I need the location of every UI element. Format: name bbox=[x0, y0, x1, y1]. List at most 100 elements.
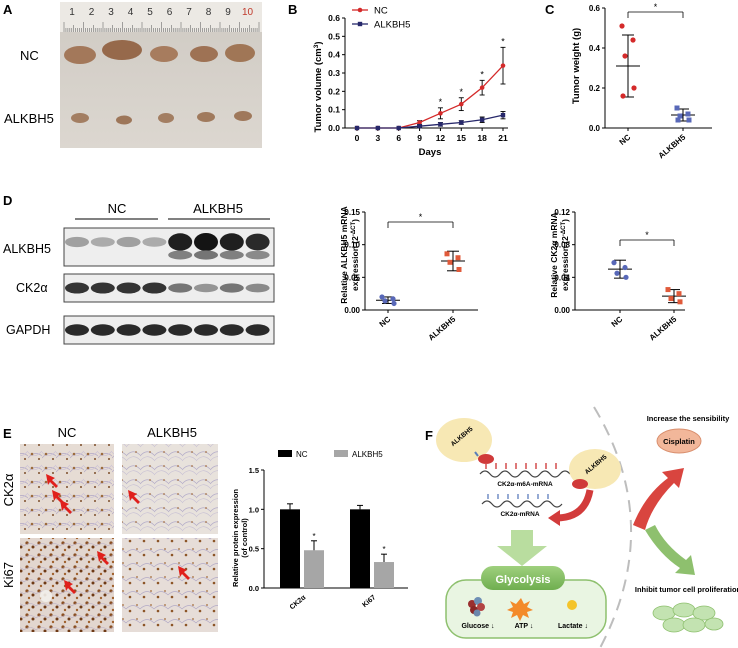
tumor-cell-cluster bbox=[652, 602, 724, 633]
m6a-ticks bbox=[485, 463, 557, 469]
data-point bbox=[622, 264, 628, 271]
data-point bbox=[675, 117, 681, 123]
y-tick-label: 0.3 bbox=[328, 68, 340, 78]
panel-c: C Tumor weight (g) 0.0 0.2 0.4 0.6 NC ALKBH5 * bbox=[545, 2, 712, 160]
data-point bbox=[447, 259, 453, 265]
data-point bbox=[500, 63, 506, 68]
x-tick-label: ALKBH5 bbox=[427, 314, 458, 342]
blot-group-alkbh5: ALKBH5 bbox=[193, 201, 243, 216]
ihc-alkbh5-ki67-image bbox=[122, 538, 218, 632]
blot-band bbox=[194, 233, 218, 251]
legend-swatch bbox=[278, 450, 292, 457]
inhibit-proliferation-label: Inhibit tumor cell proliferation bbox=[635, 585, 738, 594]
data-point bbox=[623, 274, 629, 280]
data-point bbox=[444, 251, 450, 257]
tumor bbox=[64, 46, 96, 64]
y-tick-label: 0.2 bbox=[328, 86, 340, 96]
data-point bbox=[677, 113, 683, 119]
protein-y-label-1: Relative protein expression bbox=[231, 489, 240, 587]
western-blot bbox=[63, 227, 275, 345]
blot-row-ck2a: CK2α bbox=[16, 281, 48, 295]
y-tick-label: 0.15 bbox=[344, 208, 360, 217]
data-point bbox=[619, 23, 625, 29]
blot-band bbox=[245, 324, 270, 336]
x-tick-label: 6 bbox=[396, 133, 401, 143]
blot-band bbox=[245, 250, 270, 260]
lactate-label: Lactate ↓ bbox=[558, 623, 588, 630]
blot-band bbox=[219, 324, 244, 336]
data-point bbox=[396, 125, 401, 131]
glycolysis-label: Glycolysis bbox=[495, 574, 550, 586]
blot-band bbox=[90, 324, 115, 336]
x-tick-label: Ki67 bbox=[361, 594, 377, 609]
y-tick-label: 0.5 bbox=[249, 545, 259, 554]
volume-x-axis-label: Days bbox=[419, 147, 442, 158]
y-tick-label: 0.4 bbox=[589, 44, 601, 53]
tumor bbox=[197, 112, 215, 122]
ruler bbox=[60, 2, 262, 32]
ihc-col-nc: NC bbox=[58, 425, 77, 440]
ck2a-mrna-chart: 0.00 0.04 0.08 0.12 NC ALKBH5 * bbox=[554, 208, 686, 342]
data-point bbox=[438, 111, 443, 116]
data-point bbox=[479, 85, 485, 90]
cisplatin-label: Cisplatin bbox=[663, 437, 695, 446]
panel-f: F ALKBH5 CK2α-m6A-mRNA ALKBH5 CK2α-mRNA … bbox=[425, 406, 738, 648]
x-tick-label: 0 bbox=[355, 133, 360, 143]
data-point bbox=[622, 53, 628, 59]
lactate-icon bbox=[567, 600, 577, 610]
ruler-number: 3 bbox=[108, 7, 114, 18]
data-point bbox=[458, 101, 464, 107]
panel-b: B Tumor volume (cm3) Days 0.00.10.20.30.… bbox=[288, 2, 508, 158]
blot-band bbox=[90, 282, 115, 294]
m6a-mrna-label: CK2α-m6A-mRNA bbox=[497, 481, 553, 488]
tumor bbox=[102, 40, 142, 60]
glucose-icon bbox=[468, 597, 485, 617]
alkbh5-mrna-chart: 0.00 0.05 0.10 0.15 NC ALKBH5 * bbox=[344, 208, 478, 342]
tumor bbox=[150, 46, 178, 62]
y-tick-label: 0.04 bbox=[554, 273, 570, 282]
divider-arc bbox=[593, 406, 633, 648]
y-tick-label: 0.12 bbox=[554, 208, 570, 217]
connector bbox=[474, 451, 479, 457]
panel-d: D NC ALKBH5 ALKBH5 CK2α GAPDH Relative A… bbox=[3, 193, 686, 345]
tumor bbox=[190, 46, 218, 62]
ruler-number: 9 bbox=[225, 7, 231, 18]
x-tick-label: NC bbox=[378, 314, 393, 328]
data-point bbox=[417, 123, 422, 129]
data-point bbox=[676, 291, 682, 297]
x-tick-label: ALKBH5 bbox=[657, 132, 688, 160]
data-point bbox=[630, 37, 636, 43]
blot-band bbox=[245, 283, 270, 293]
significance-star: * bbox=[439, 97, 443, 107]
alkbh5-mrna-y-label-1: Relative ALKBH5 mRNA bbox=[339, 206, 349, 303]
blot-row-alkbh5: ALKBH5 bbox=[3, 242, 51, 256]
legend-label-alkbh5: ALKBH5 bbox=[374, 20, 410, 31]
data-point bbox=[674, 105, 680, 111]
tumor bbox=[225, 44, 255, 62]
blot-band bbox=[116, 236, 141, 248]
data-point bbox=[479, 117, 485, 122]
alkbh5-tumors bbox=[71, 111, 252, 125]
alkbh5-protein-left bbox=[436, 418, 492, 462]
tumor-weight-chart: 0.0 0.2 0.4 0.6 NC ALKBH5 * bbox=[589, 2, 712, 160]
row-label-nc: NC bbox=[20, 48, 39, 63]
red-up-arrow bbox=[633, 468, 684, 530]
blot-band bbox=[116, 324, 141, 336]
demethylation-arrow bbox=[555, 489, 594, 522]
data-point bbox=[382, 298, 388, 304]
blot-band bbox=[194, 283, 218, 293]
legend-marker bbox=[357, 7, 363, 13]
red-arrow bbox=[46, 474, 58, 488]
y-tick-label: 1.5 bbox=[249, 466, 259, 475]
ruler-number: 2 bbox=[89, 7, 95, 18]
y-tick-label: 0.5 bbox=[328, 31, 340, 41]
blot-band bbox=[65, 324, 89, 336]
ihc-col-alkbh5: ALKBH5 bbox=[147, 425, 197, 440]
m6a-mrna-strand bbox=[479, 470, 571, 478]
blot-row-gapdh: GAPDH bbox=[6, 323, 50, 337]
significance-star: * bbox=[312, 532, 315, 541]
data-point bbox=[379, 294, 385, 300]
green-down-arrow bbox=[645, 525, 695, 575]
blot-strip-alkbh5 bbox=[63, 227, 275, 267]
y-tick-label: 0.6 bbox=[589, 4, 601, 13]
